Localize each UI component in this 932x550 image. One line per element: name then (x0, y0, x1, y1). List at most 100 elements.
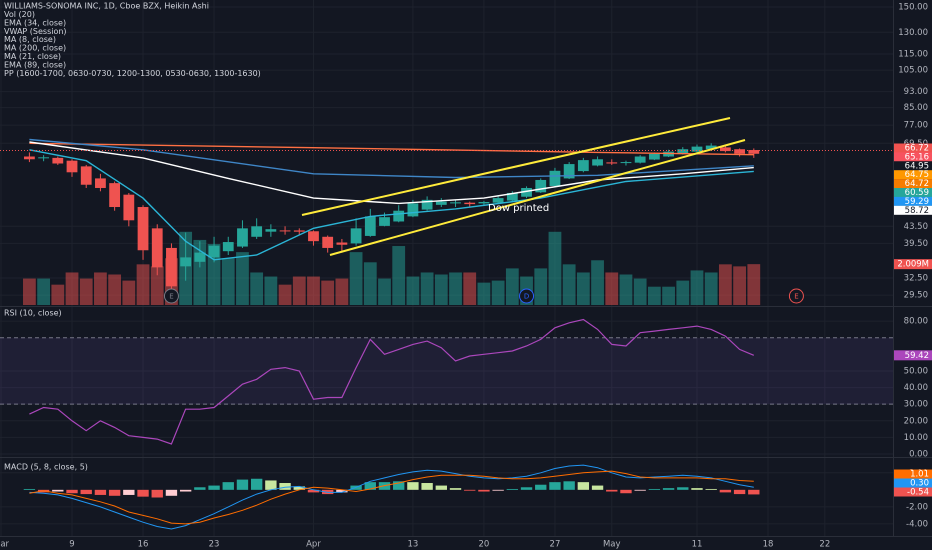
event-label: E (794, 293, 798, 301)
histogram-bar (222, 482, 234, 490)
histogram-bar (506, 488, 519, 490)
histogram-bar (421, 483, 433, 490)
y-tick-label: 93.00 (904, 87, 928, 97)
pane-title: MACD (5, 8, close, 5) (4, 463, 88, 472)
volume-bar (51, 284, 65, 305)
volume-bar (363, 262, 377, 305)
indicator-line (29, 141, 754, 205)
y-tick-label: 130.00 (898, 28, 928, 38)
value-label-bg (894, 469, 932, 479)
histogram-bar (549, 482, 561, 490)
y-tick-label: 150.00 (898, 2, 928, 12)
volume-bar (719, 264, 732, 305)
x-tick-label: 23 (209, 540, 220, 550)
event-marker (788, 288, 804, 304)
volume-bar (349, 252, 363, 305)
histogram-bar (719, 489, 732, 493)
candle-body (464, 202, 476, 205)
candle-body (24, 156, 35, 160)
price-label: 58.72 (905, 206, 929, 216)
histogram-bar (449, 488, 462, 490)
candle-body (180, 257, 192, 267)
y-tick-label: 30.00 (904, 400, 928, 410)
candle-body (577, 160, 589, 172)
candle-body (123, 194, 135, 221)
volume-bar (562, 264, 576, 305)
histogram-bar (620, 489, 632, 494)
candle-body (350, 228, 362, 244)
volume-bar (548, 231, 562, 305)
candle-body (450, 202, 461, 204)
volume-label-bg (894, 259, 932, 270)
y-tick-label: 40.00 (904, 383, 928, 393)
y-tick-label: 32.50 (904, 273, 928, 283)
y-tick-label: 85.00 (904, 103, 928, 113)
candle-body (222, 242, 234, 252)
volume-bar (65, 272, 79, 305)
candle-body (95, 178, 106, 188)
histogram-bar (151, 489, 163, 498)
histogram-bar (393, 481, 405, 490)
volume-bar (378, 278, 391, 305)
volume-bar (150, 266, 164, 305)
volume-bar (463, 272, 477, 305)
candle-body (620, 162, 632, 164)
candle-body (691, 146, 703, 152)
volume-bar (733, 266, 746, 305)
price-label-bg (894, 170, 932, 180)
volume-bar (449, 272, 462, 305)
candle-body (364, 216, 376, 236)
x-tick-label: 18 (763, 540, 774, 550)
histogram-bar (293, 486, 305, 490)
candle-body (293, 230, 305, 232)
candle-body (407, 203, 419, 217)
rsi-line (29, 318, 755, 445)
value-label: 59.42 (905, 351, 929, 361)
x-tick-label: 22 (819, 540, 830, 550)
legend-entry: Vol (20) (4, 10, 35, 19)
y-tick-label: 50.00 (904, 366, 928, 376)
histogram-bar (165, 489, 178, 496)
volume-bar (491, 280, 505, 305)
value-label: -0.54 (907, 488, 929, 498)
candle-body (435, 201, 447, 205)
candle-body (151, 228, 163, 268)
x-tick-label: 20 (479, 540, 490, 550)
histogram-bar (265, 480, 277, 490)
rsi-band (0, 337, 893, 405)
y-tick-label: -2.00 (906, 502, 928, 512)
price-label: 64.72 (905, 179, 929, 189)
price-label-bg (894, 161, 932, 171)
volume-bar (136, 264, 150, 305)
price-label: 64.95 (905, 161, 929, 171)
volume-bar (505, 268, 519, 305)
histogram-bar (520, 487, 533, 490)
candle-body (251, 226, 263, 237)
x-tick-label: 27 (550, 540, 561, 550)
candle-body (38, 157, 50, 159)
histogram-bar (108, 489, 121, 496)
histogram-bar (464, 489, 476, 491)
value-label: 1.01 (910, 470, 929, 480)
volume-bar (23, 278, 36, 305)
histogram-bar (563, 481, 575, 490)
histogram-bar (606, 489, 618, 492)
legend-entry: PP (1600-1700, 0630-0730, 1200-1300, 053… (4, 69, 261, 78)
histogram-bar (94, 489, 107, 495)
histogram-bar (307, 489, 320, 493)
candle-body (677, 149, 689, 155)
volume-bar (434, 274, 448, 305)
candle-body (563, 164, 575, 179)
candle-body (549, 170, 561, 187)
histogram-bar (52, 489, 64, 492)
candle-body (421, 199, 433, 210)
event-label: D (524, 293, 529, 301)
indicator-line (29, 149, 754, 261)
volume-bar (676, 280, 690, 305)
volume-bar (122, 280, 136, 305)
grid (0, 0, 893, 536)
candle-body (648, 153, 660, 160)
volume-bar (236, 252, 249, 305)
histogram-bar (336, 489, 348, 493)
